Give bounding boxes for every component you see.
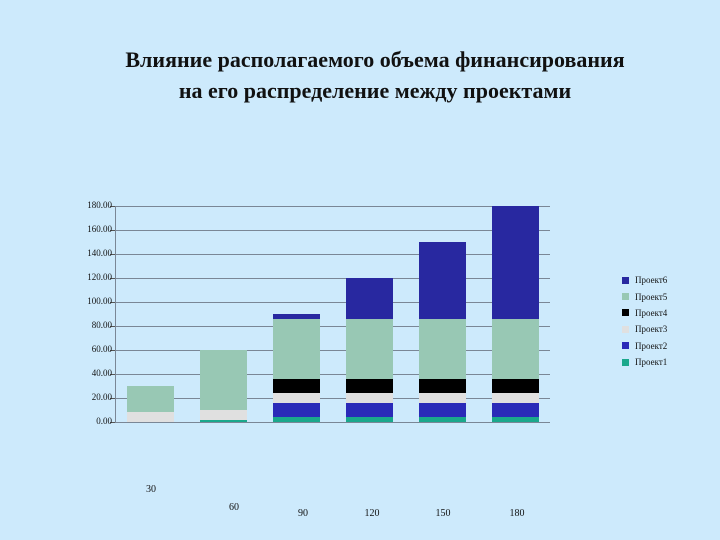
- legend-label: Проект4: [635, 307, 668, 318]
- legend-item: Проект4: [622, 305, 667, 321]
- bar-segment-Проект4: [492, 378, 539, 394]
- gridline: [115, 278, 550, 279]
- bar-segment-Проект1: [200, 419, 247, 422]
- bar-segment-Проект4: [419, 378, 466, 394]
- y-tick-label: 160.00: [87, 224, 112, 234]
- bar-segment-Проект5: [200, 350, 247, 410]
- bar-segment-Проект3: [127, 412, 174, 422]
- legend-item: Проект6: [622, 272, 667, 288]
- bar-segment-Проект3: [273, 393, 320, 403]
- x-tick-label: 150: [435, 508, 451, 519]
- bar-90: [273, 206, 320, 422]
- chart-title: Влияние располагаемого объема финансиров…: [0, 44, 720, 106]
- bar-segment-Проект1: [492, 417, 539, 422]
- bar-segment-Проект3: [346, 393, 393, 403]
- legend-label: Проект1: [635, 357, 668, 368]
- bar-segment-Проект1: [419, 417, 466, 422]
- x-tick-label: 90: [298, 508, 308, 519]
- y-tick: [110, 302, 115, 303]
- y-tick-label: 100.00: [87, 296, 112, 306]
- bar-segment-Проект5: [419, 318, 466, 379]
- legend-swatch: [622, 342, 629, 350]
- y-tick-label: 0.00: [96, 416, 112, 426]
- bar-segment-Проект2: [346, 402, 393, 418]
- legend-swatch: [622, 293, 629, 301]
- legend-swatch: [622, 358, 629, 366]
- bar-segment-Проект6: [419, 242, 466, 319]
- y-tick-label: 20.00: [91, 392, 112, 402]
- y-tick: [110, 422, 115, 423]
- bar-segment-Проект6: [346, 278, 393, 319]
- bar-segment-Проект3: [492, 393, 539, 403]
- y-tick: [110, 374, 115, 375]
- gridline: [115, 254, 550, 255]
- bar-segment-Проект2: [419, 402, 466, 418]
- x-tick-label: 120: [364, 508, 380, 519]
- bar-segment-Проект3: [419, 393, 466, 403]
- legend-swatch: [622, 325, 629, 333]
- title-line-2: на его распределение между проектами: [178, 78, 572, 103]
- bar-segment-Проект5: [346, 318, 393, 379]
- title-line-1: Влияние располагаемого объема финансиров…: [125, 47, 625, 72]
- legend-label: Проект5: [635, 291, 668, 302]
- legend-label: Проект3: [635, 324, 668, 335]
- legend-label: Проект6: [635, 275, 668, 286]
- x-tick-label: 180: [509, 508, 525, 519]
- legend-swatch: [622, 276, 629, 284]
- bar-60: [200, 206, 247, 422]
- gridline: [115, 422, 550, 423]
- legend-item: Проект5: [622, 288, 667, 304]
- gridline: [115, 374, 550, 375]
- y-tick-label: 60.00: [91, 344, 112, 354]
- bar-segment-Проект6: [273, 314, 320, 319]
- bar-segment-Проект2: [492, 402, 539, 418]
- gridline: [115, 230, 550, 231]
- bar-segment-Проект2: [273, 402, 320, 418]
- y-tick-label: 80.00: [91, 320, 112, 330]
- y-tick-label: 40.00: [91, 368, 112, 378]
- y-tick-label: 120.00: [87, 272, 112, 282]
- y-tick-label: 140.00: [87, 248, 112, 258]
- legend: Проект6 Проект5 Проект4 Проект3 Проект2 Проек…: [622, 272, 667, 370]
- bar-segment-Проект4: [273, 378, 320, 394]
- y-axis-line: [115, 206, 116, 423]
- legend-swatch: [622, 309, 629, 317]
- gridline: [115, 302, 550, 303]
- x-tick-label: 30: [146, 484, 156, 495]
- y-tick: [110, 398, 115, 399]
- gridline: [115, 206, 550, 207]
- gridline: [115, 398, 550, 399]
- y-tick: [110, 254, 115, 255]
- bar-segment-Проект3: [200, 410, 247, 420]
- legend-item: Проект3: [622, 321, 667, 337]
- bar-segment-Проект5: [127, 386, 174, 413]
- legend-item: Проект1: [622, 354, 667, 370]
- gridline: [115, 350, 550, 351]
- bar-segment-Проект6: [492, 206, 539, 319]
- x-tick-label: 60: [229, 502, 239, 513]
- plot-area: [115, 206, 550, 423]
- legend-item: Проект2: [622, 338, 667, 354]
- bar-120: [346, 206, 393, 422]
- y-tick: [110, 230, 115, 231]
- legend-label: Проект2: [635, 340, 668, 351]
- y-tick: [110, 206, 115, 207]
- bar-segment-Проект1: [273, 417, 320, 422]
- bar-segment-Проект5: [273, 318, 320, 379]
- bar-segment-Проект1: [346, 417, 393, 422]
- y-tick-label: 180.00: [87, 200, 112, 210]
- gridline: [115, 326, 550, 327]
- bar-180: [492, 206, 539, 422]
- bar-150: [419, 206, 466, 422]
- y-tick: [110, 326, 115, 327]
- bar-30: [127, 206, 174, 422]
- bar-segment-Проект4: [346, 378, 393, 394]
- y-tick: [110, 278, 115, 279]
- bar-segment-Проект5: [492, 318, 539, 379]
- y-tick: [110, 350, 115, 351]
